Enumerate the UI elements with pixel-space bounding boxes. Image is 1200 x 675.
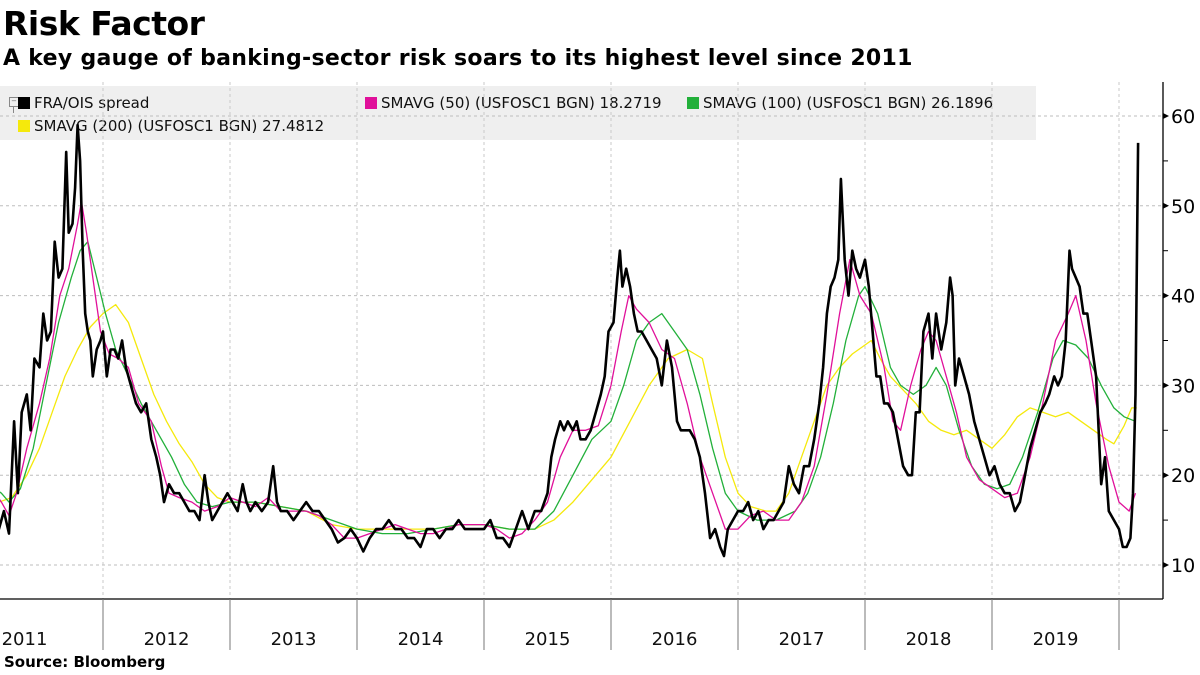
- series-line-fra-ois-spread: [0, 123, 1140, 558]
- y-tick-label-20: 20: [1171, 465, 1195, 487]
- y-tick-mark-20: [1163, 472, 1169, 479]
- legend-label-smavg-100: SMAVG (100) (USFOSC1 BGN) 26.1896: [703, 94, 994, 112]
- x-tick-label-2018: 2018: [906, 629, 952, 650]
- gridlines: [0, 82, 1163, 599]
- chart-title: Risk Factor: [3, 4, 205, 43]
- y-tick-mark-10: [1163, 562, 1169, 568]
- legend-label-fra-ois: FRA/OIS spread: [34, 94, 150, 112]
- y-tick-mark-50: [1163, 202, 1169, 209]
- y-tick-mark-60: [1163, 113, 1169, 119]
- collapse-stem: [13, 107, 14, 113]
- series-lines: [0, 123, 1140, 558]
- x-tick-label-2011: 2011: [2, 629, 48, 650]
- series-line-smavg-50-usfosc1-bgn: [0, 200, 1137, 539]
- legend-label-smavg-200: SMAVG (200) (USFOSC1 BGN) 27.4812: [34, 117, 325, 135]
- x-tick-label-2017: 2017: [779, 629, 825, 650]
- legend-label-smavg-50: SMAVG (50) (USFOSC1 BGN) 18.2719: [381, 94, 662, 112]
- series-line-smavg-100-usfosc1-bgn: [0, 241, 1136, 535]
- legend-item-fra-ois: FRA/OIS spread: [18, 94, 149, 112]
- y-tick-mark-30: [1163, 382, 1169, 389]
- legend: [0, 86, 1036, 140]
- y-tick-label-30: 30: [1171, 375, 1195, 397]
- axes: 10 20 30 40 50 60 2011 2012 2013 2014 2015 2016 2017…: [0, 82, 1195, 650]
- series-line-smavg-200-usfosc1-bgn: [0, 303, 1137, 530]
- source-note: Source: Bloomberg: [4, 653, 166, 671]
- chart-subtitle: A key gauge of banking-sector risk soars…: [3, 46, 913, 71]
- legend-swatch-smavg-200: [18, 120, 30, 132]
- legend-swatch-smavg-100: [687, 97, 699, 109]
- x-tick-label-2012: 2012: [144, 629, 190, 650]
- y-tick-mark-40: [1163, 292, 1169, 299]
- legend-item-smavg-200: SMAVG (200) (USFOSC1 BGN) 27.4812: [18, 117, 324, 135]
- legend-swatch-fra-ois: [18, 97, 30, 109]
- y-tick-label-40: 40: [1171, 286, 1195, 308]
- y-tick-label-60: 60: [1171, 106, 1195, 128]
- legend-swatch-smavg-50: [365, 97, 377, 109]
- y-tick-label-50: 50: [1171, 196, 1195, 218]
- x-tick-label-2015: 2015: [525, 629, 571, 650]
- x-tick-label-2013: 2013: [271, 629, 317, 650]
- y-tick-label-10: 10: [1171, 555, 1195, 577]
- legend-item-smavg-100: SMAVG (100) (USFOSC1 BGN) 26.1896: [687, 94, 993, 112]
- legend-item-smavg-50: SMAVG (50) (USFOSC1 BGN) 18.2719: [365, 94, 662, 112]
- x-tick-label-2019: 2019: [1033, 629, 1079, 650]
- x-tick-label-2016: 2016: [652, 629, 698, 650]
- x-tick-label-2014: 2014: [398, 629, 444, 650]
